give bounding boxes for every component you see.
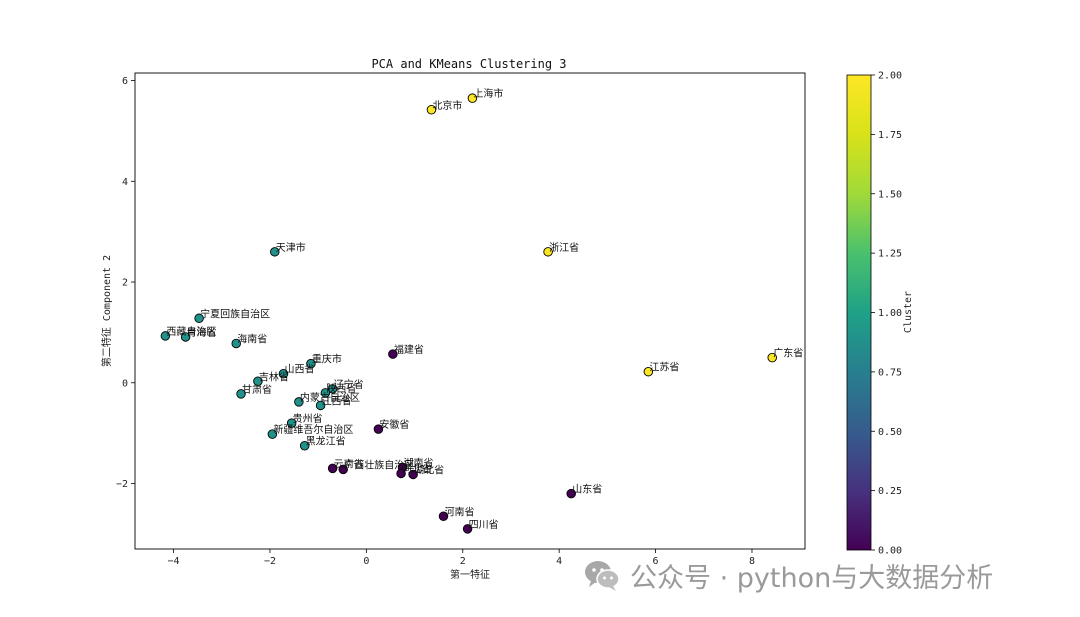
point-label: 广西壮族自治区 bbox=[344, 458, 414, 471]
point-labels: 上海市北京市浙江省江苏省广东省天津市宁夏回族自治区西藏自治区青海省海南省重庆市山… bbox=[166, 87, 803, 531]
data-point bbox=[320, 388, 331, 398]
point-label: 宁夏回族自治区 bbox=[200, 307, 270, 320]
point-label: 江苏省 bbox=[649, 361, 679, 374]
data-point bbox=[231, 338, 241, 349]
data-point bbox=[373, 424, 384, 434]
point-label: 青海省 bbox=[187, 326, 217, 339]
point-label: 河南省 bbox=[444, 505, 474, 518]
x-tick-label: 0 bbox=[363, 556, 369, 567]
chart-title: PCA and KMeans Clustering 3 bbox=[371, 57, 566, 71]
y-axis-label: 第二特征 Component 2 bbox=[100, 255, 113, 367]
watermark-text: 公众号 · python与大数据分析 bbox=[630, 562, 994, 594]
data-point bbox=[408, 469, 418, 480]
colorbar-tick-label: 0.25 bbox=[878, 486, 902, 497]
data-point bbox=[299, 440, 310, 451]
y-axis: −2 0 2 4 6 bbox=[116, 76, 135, 490]
colorbar-tick-label: 1.25 bbox=[878, 249, 902, 260]
point-label: 陕西省 bbox=[326, 382, 356, 395]
data-point bbox=[160, 331, 171, 341]
data-point bbox=[388, 349, 398, 359]
point-label: 上海市 bbox=[473, 87, 503, 100]
colorbar-tick-label: 0.50 bbox=[878, 427, 902, 438]
point-label: 浙江省 bbox=[549, 241, 579, 254]
x-tick-label: 6 bbox=[653, 556, 659, 567]
point-label: 广东省 bbox=[773, 347, 803, 360]
wechat-icon bbox=[585, 561, 620, 591]
data-point bbox=[327, 463, 338, 474]
data-point bbox=[566, 488, 576, 499]
data-point bbox=[643, 366, 654, 377]
point-label: 湖北省 bbox=[414, 463, 444, 476]
data-point bbox=[194, 313, 204, 324]
colorbar bbox=[846, 74, 872, 551]
point-label: 海南省 bbox=[237, 332, 267, 345]
point-label: 甘肃省 bbox=[242, 383, 272, 396]
point-label: 天津市 bbox=[276, 241, 306, 254]
point-label: 重庆市 bbox=[312, 353, 342, 366]
point-label: 新疆维吾尔自治区 bbox=[273, 423, 353, 436]
data-point bbox=[338, 464, 348, 475]
data-point bbox=[278, 368, 289, 379]
x-tick-label: 2 bbox=[460, 556, 466, 567]
data-point bbox=[286, 418, 297, 428]
colorbar-tick-label: 2.00 bbox=[878, 71, 902, 82]
colorbar-tick-label: 1.75 bbox=[878, 130, 902, 141]
point-label: 河北省 bbox=[402, 462, 432, 475]
data-point bbox=[306, 358, 316, 369]
data-point bbox=[253, 376, 263, 387]
point-label: 山西省 bbox=[284, 363, 314, 376]
y-tick-label: −2 bbox=[116, 479, 128, 490]
data-point bbox=[267, 429, 278, 439]
point-label: 云南省 bbox=[334, 457, 364, 470]
point-label: 福建省 bbox=[394, 343, 424, 356]
point-label: 江西省 bbox=[322, 394, 352, 407]
data-point bbox=[270, 247, 280, 257]
x-tick-label: 8 bbox=[749, 556, 755, 567]
data-point bbox=[315, 400, 326, 411]
point-label: 贵州省 bbox=[293, 412, 323, 425]
watermark: 公众号 · python与大数据分析 bbox=[582, 555, 993, 595]
y-tick-label: 0 bbox=[122, 378, 128, 389]
point-label: 安徽省 bbox=[379, 418, 409, 431]
point-label: 辽宁省 bbox=[334, 378, 364, 391]
data-point bbox=[543, 247, 553, 257]
data-point bbox=[462, 524, 473, 534]
data-points bbox=[160, 93, 777, 534]
data-point bbox=[396, 468, 406, 479]
data-point bbox=[236, 389, 246, 399]
point-label: 四川省 bbox=[469, 518, 499, 531]
colorbar-tick-label: 1.50 bbox=[878, 189, 902, 200]
colorbar-tick-label: 0.75 bbox=[878, 367, 902, 378]
x-tick-label: 4 bbox=[556, 556, 562, 567]
point-label: 湖南省 bbox=[404, 456, 434, 469]
colorbar-tick-label: 1.00 bbox=[878, 308, 902, 319]
data-point bbox=[327, 384, 338, 394]
data-point bbox=[294, 397, 304, 407]
point-label: 内蒙古自治区 bbox=[300, 391, 360, 404]
data-point bbox=[767, 352, 777, 363]
data-point bbox=[426, 105, 437, 115]
y-tick-label: 2 bbox=[122, 278, 128, 289]
data-point bbox=[180, 332, 191, 342]
x-axis-label: 第一特征 bbox=[450, 568, 490, 581]
point-label: 西藏自治区 bbox=[166, 325, 216, 338]
x-axis: −4 −2 0 2 4 6 8 bbox=[168, 549, 755, 567]
y-tick-label: 6 bbox=[122, 76, 128, 87]
point-label: 吉林省 bbox=[259, 370, 289, 383]
colorbar-label: Cluster bbox=[903, 291, 914, 333]
plot-area bbox=[134, 72, 806, 550]
y-tick-label: 4 bbox=[122, 177, 128, 188]
x-tick-label: −2 bbox=[264, 556, 276, 567]
point-label: 黑龙江省 bbox=[306, 435, 346, 448]
data-point bbox=[467, 93, 478, 103]
colorbar-ticks: 0.00 0.25 0.50 0.75 1.00 1.25 1.50 1.75 2.00 bbox=[871, 71, 902, 557]
colorbar-tick-label: 0.00 bbox=[878, 546, 902, 557]
data-point bbox=[438, 511, 449, 522]
x-tick-label: −4 bbox=[168, 556, 180, 567]
point-label: 山东省 bbox=[572, 483, 602, 496]
point-label: 北京市 bbox=[432, 99, 462, 112]
